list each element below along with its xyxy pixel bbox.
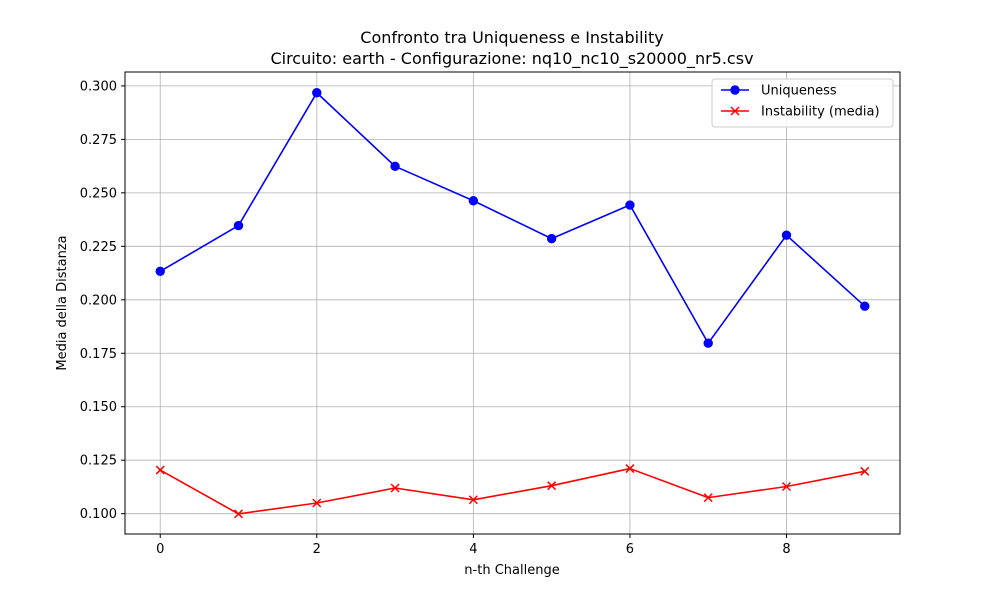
uniqueness-point xyxy=(468,196,479,206)
y-axis-label: Media della Distanza xyxy=(55,235,70,370)
y-tick-label: 0.150 xyxy=(80,400,117,415)
uniqueness-point xyxy=(703,338,713,348)
uniqueness-point xyxy=(781,230,792,240)
instability-media-point xyxy=(312,498,322,508)
y-tick-label: 0.300 xyxy=(80,79,117,94)
legend-entry-uniqueness: Uniqueness xyxy=(721,84,837,99)
legend: Uniqueness Instability (media) xyxy=(711,78,894,128)
chart-subtitle: Circuito: earth - Configurazione: nq10_n… xyxy=(270,49,753,69)
y-tick-label: 0.225 xyxy=(80,240,117,255)
instability-media-point xyxy=(860,466,870,476)
uniqueness-point xyxy=(546,233,557,244)
x-tick-label: 8 xyxy=(782,542,790,557)
instability-media-series xyxy=(155,464,870,519)
legend-marker xyxy=(730,106,740,116)
y-tick-label: 0.275 xyxy=(80,133,117,148)
chart-title: Confronto tra Uniqueness e Instability xyxy=(360,28,663,47)
y-tick-label: 0.125 xyxy=(80,454,117,469)
uniqueness-point xyxy=(625,200,635,210)
x-tick-label: 2 xyxy=(313,542,321,557)
uniqueness-point xyxy=(155,266,165,277)
uniqueness-series xyxy=(155,88,870,348)
instability-media-line xyxy=(159,467,865,515)
legend-marker xyxy=(730,85,740,95)
x-tick-label: 6 xyxy=(626,542,634,557)
uniqueness-point xyxy=(312,88,322,98)
uniqueness-point xyxy=(860,301,870,311)
instability-media-point xyxy=(155,465,165,475)
plot-series xyxy=(155,88,870,519)
x-tick-label: 0 xyxy=(156,542,164,557)
x-axis-label: n-th Challenge xyxy=(464,563,559,578)
axis-ticks: 0 2 4 6 8 0.100 0.125 0.150 0.175 0.200 0.225 0.250… xyxy=(80,79,791,557)
x-tick-label: 4 xyxy=(469,542,477,557)
instability-media-point xyxy=(625,464,635,474)
uniqueness-line xyxy=(159,91,866,345)
instability-media-point xyxy=(547,481,557,491)
instability-media-point xyxy=(468,495,478,505)
y-tick-label: 0.175 xyxy=(80,347,117,362)
legend-label: Uniqueness xyxy=(761,84,837,99)
instability-media-point xyxy=(703,493,713,503)
legend-box xyxy=(711,78,894,128)
grid xyxy=(125,72,900,534)
y-tick-label: 0.250 xyxy=(80,186,117,201)
legend-entry-instability-media: Instability (media) xyxy=(721,105,880,120)
instability-media-point xyxy=(390,483,400,493)
uniqueness-point xyxy=(233,220,244,231)
y-tick-label: 0.100 xyxy=(80,507,117,522)
plot-frame xyxy=(124,71,901,535)
legend-label: Instability (media) xyxy=(761,105,880,120)
y-tick-label: 0.200 xyxy=(80,293,117,308)
instability-media-point xyxy=(233,509,244,519)
instability-media-point xyxy=(781,481,792,492)
uniqueness-point xyxy=(390,161,400,172)
